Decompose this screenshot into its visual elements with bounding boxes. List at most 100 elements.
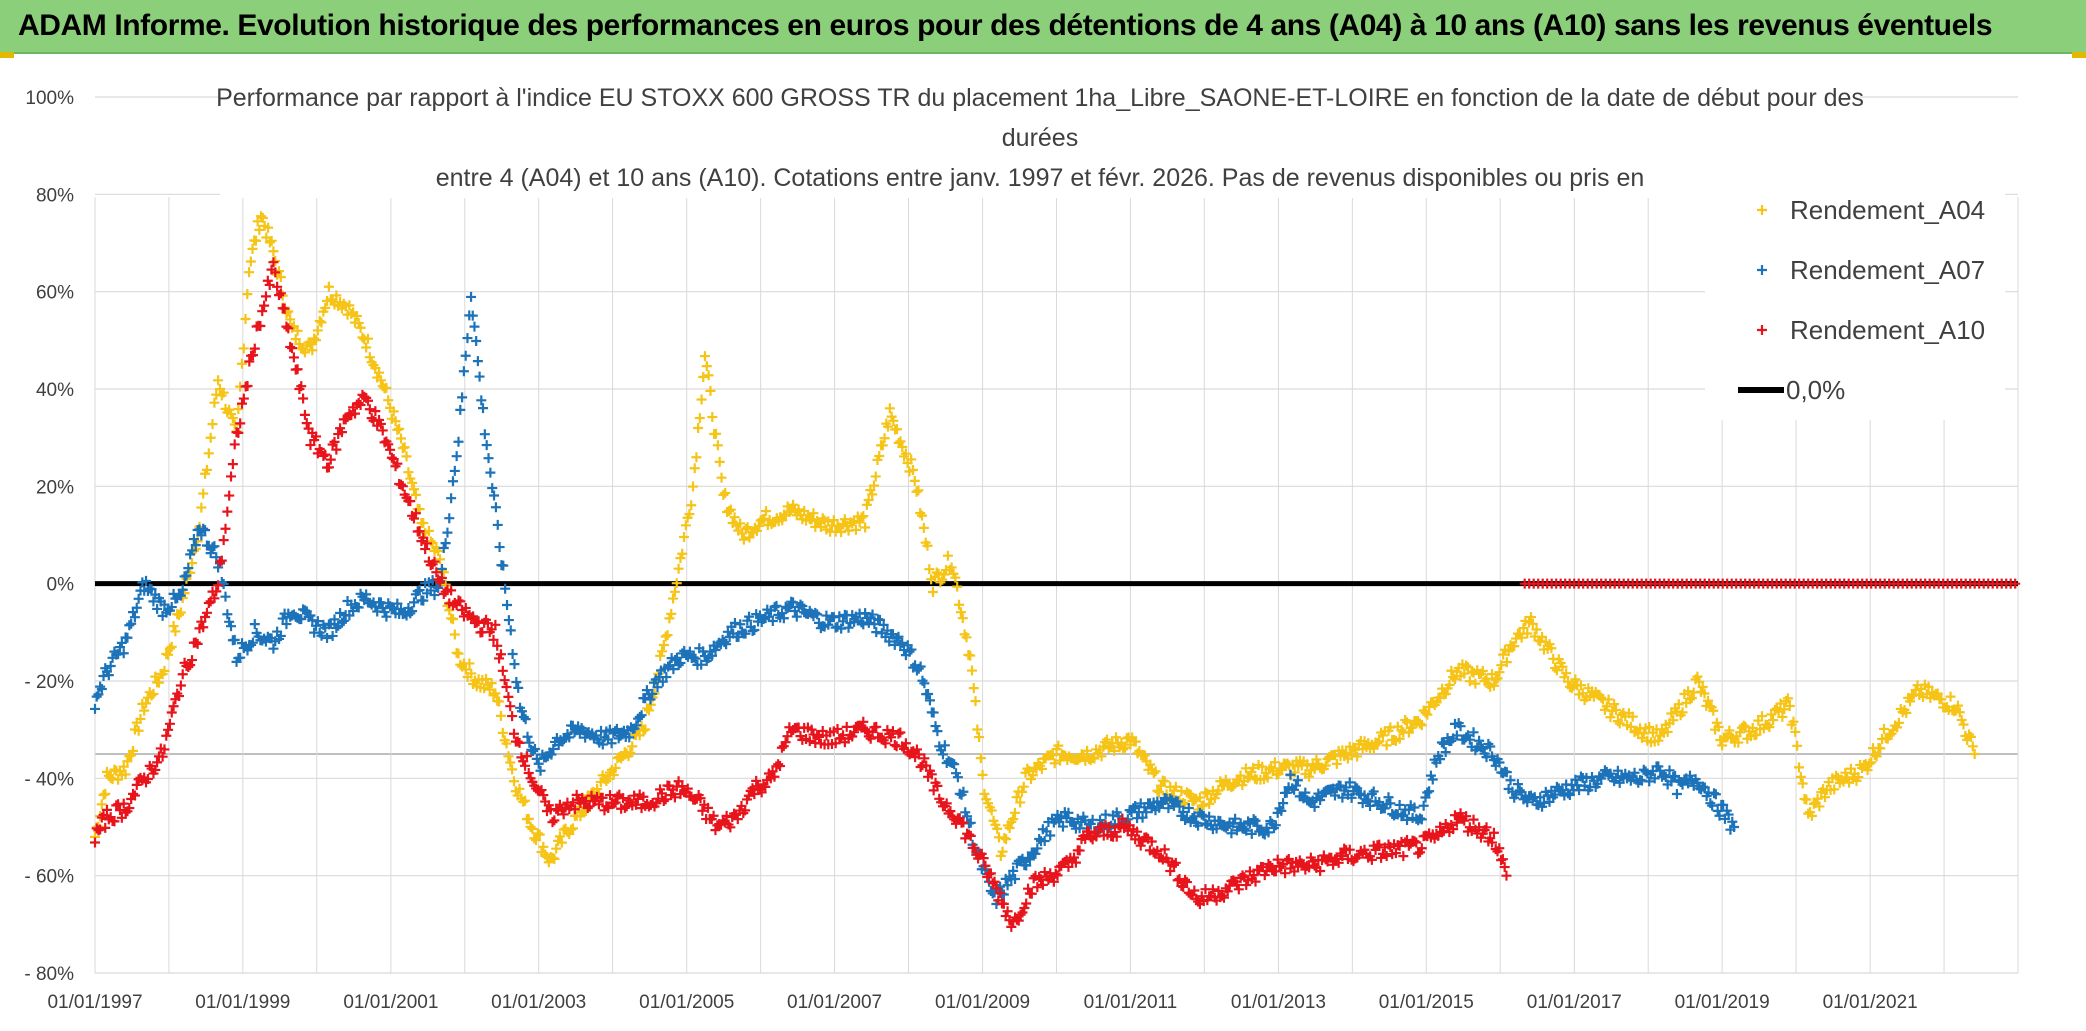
data-point [686, 500, 697, 511]
data-point [937, 574, 948, 585]
data-point [1436, 737, 1447, 748]
data-point [1402, 814, 1413, 825]
data-point [460, 664, 471, 675]
data-point [684, 509, 695, 520]
data-point [612, 791, 623, 802]
data-point [1269, 757, 1280, 768]
data-point [1416, 720, 1427, 731]
data-point [696, 659, 707, 670]
data-point [135, 713, 146, 724]
data-point [124, 620, 135, 631]
data-point [166, 641, 177, 652]
data-point [240, 314, 251, 325]
data-point [103, 670, 114, 681]
data-point [1250, 815, 1261, 826]
data-point [375, 418, 386, 429]
data-point [1070, 857, 1081, 868]
data-point [1222, 886, 1233, 897]
data-point [522, 731, 533, 742]
data-point [190, 637, 201, 648]
data-point [1217, 890, 1228, 901]
data-point [863, 617, 874, 628]
data-point [918, 522, 929, 533]
data-point [187, 545, 198, 556]
data-point [1601, 701, 1612, 712]
data-point [861, 499, 872, 510]
data-point [1198, 800, 1209, 811]
data-point [1424, 786, 1435, 797]
data-point [1181, 877, 1192, 888]
data-point [668, 593, 679, 604]
data-point [218, 535, 229, 546]
data-point [1337, 851, 1348, 862]
legend-label: 0,0% [1786, 375, 1845, 405]
data-point [1403, 727, 1414, 738]
data-point [159, 665, 170, 676]
data-point [1381, 740, 1392, 751]
data-point [723, 505, 734, 516]
data-point [636, 710, 647, 721]
data-point [631, 720, 642, 731]
data-point [1697, 682, 1708, 693]
data-point [923, 689, 934, 700]
data-point [531, 835, 542, 846]
data-point [1784, 700, 1795, 711]
data-point [703, 370, 714, 381]
data-point [569, 804, 580, 815]
data-point [927, 586, 938, 597]
data-point [458, 366, 469, 377]
data-point [1485, 741, 1496, 752]
data-point [1135, 840, 1146, 851]
data-point [1782, 693, 1793, 704]
data-point [175, 680, 186, 691]
data-point [946, 562, 957, 573]
data-point [322, 633, 333, 644]
data-point [1932, 688, 1943, 699]
data-point [227, 413, 238, 424]
data-point [1010, 873, 1021, 884]
data-point [1296, 858, 1307, 869]
data-point [1499, 862, 1510, 873]
data-point [316, 630, 327, 641]
data-point [655, 650, 666, 661]
data-point [1644, 721, 1655, 732]
data-point [392, 598, 403, 609]
data-point [611, 723, 622, 734]
data-point [292, 364, 303, 375]
data-point [133, 725, 144, 736]
data-point [675, 657, 686, 668]
data-point [1699, 782, 1710, 793]
data-point [1331, 758, 1342, 769]
data-point [1494, 843, 1505, 854]
data-point [1747, 722, 1758, 733]
data-point [331, 290, 342, 301]
data-point [767, 615, 778, 626]
data-point [962, 811, 973, 822]
data-point [275, 272, 286, 283]
data-point [1842, 772, 1853, 783]
data-point [839, 514, 850, 525]
data-point [874, 450, 885, 461]
data-point [661, 672, 672, 683]
data-point [252, 216, 263, 227]
data-point [250, 235, 261, 246]
data-point [769, 602, 780, 613]
data-point [1341, 747, 1352, 758]
data-point [1089, 753, 1100, 764]
data-point [913, 663, 924, 674]
data-point [1304, 771, 1315, 782]
data-point [656, 788, 667, 799]
x-tick-label: 01/01/2011 [1084, 992, 1178, 1013]
data-point [116, 637, 127, 648]
data-point [1570, 674, 1581, 685]
data-point [1069, 852, 1080, 863]
data-point [1257, 761, 1268, 772]
data-point [1416, 843, 1427, 854]
data-point [806, 724, 817, 735]
data-point [1487, 837, 1498, 848]
data-point [718, 489, 729, 500]
data-point [1831, 770, 1842, 781]
data-point [460, 602, 471, 613]
data-point [257, 212, 268, 223]
data-point [436, 563, 447, 574]
